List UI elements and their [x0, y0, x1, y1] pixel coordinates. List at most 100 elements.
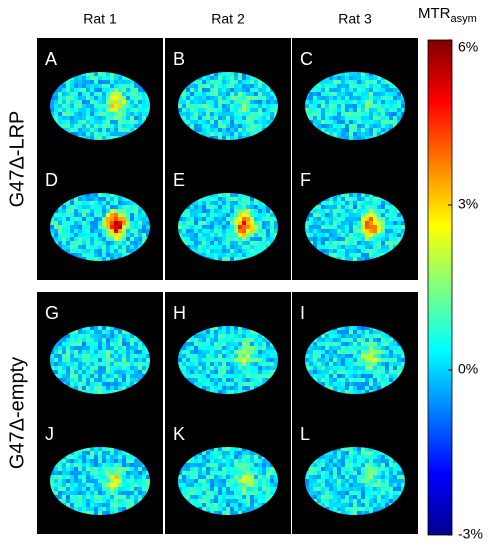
pixel — [58, 84, 62, 88]
pixel — [353, 358, 357, 362]
pixel — [58, 487, 62, 491]
pixel — [349, 463, 353, 467]
pixel — [369, 245, 373, 249]
pixel — [178, 104, 182, 108]
pixel — [333, 366, 337, 370]
pixel — [74, 330, 78, 334]
pixel — [110, 370, 114, 374]
pixel — [58, 213, 62, 217]
pixel — [242, 205, 246, 209]
pixel — [118, 104, 122, 108]
pixel — [70, 197, 74, 201]
pixel — [134, 467, 138, 471]
pixel — [106, 209, 110, 213]
pixel — [214, 455, 218, 459]
pixel — [94, 386, 98, 390]
pixel — [365, 229, 369, 233]
pixel — [238, 205, 242, 209]
pixel — [54, 96, 58, 100]
pixel — [214, 479, 218, 483]
pixel — [94, 467, 98, 471]
pixel — [90, 378, 94, 382]
pixel — [50, 225, 54, 229]
pixel — [114, 326, 118, 330]
pixel — [393, 459, 397, 463]
pixel — [377, 241, 381, 245]
pixel — [214, 237, 218, 241]
pixel — [357, 366, 361, 370]
pixel — [202, 100, 206, 104]
pixel — [114, 334, 118, 338]
pixel — [58, 241, 62, 245]
pixel — [397, 213, 401, 217]
pixel — [341, 136, 345, 140]
pixel — [329, 245, 333, 249]
pixel — [178, 479, 182, 483]
pixel — [50, 96, 54, 100]
pixel — [337, 100, 341, 104]
pixel — [337, 197, 341, 201]
pixel — [110, 249, 114, 253]
pixel — [214, 229, 218, 233]
pixel — [118, 338, 122, 342]
pixel — [190, 366, 194, 370]
pixel — [377, 112, 381, 116]
pixel — [190, 217, 194, 221]
pixel — [74, 455, 78, 459]
pixel — [110, 346, 114, 350]
pixel — [138, 499, 142, 503]
pixel — [74, 124, 78, 128]
pixel — [242, 503, 246, 507]
pixel — [230, 120, 234, 124]
pixel — [246, 499, 250, 503]
pixel — [337, 330, 341, 334]
pixel — [365, 96, 369, 100]
pixel — [266, 237, 270, 241]
pixel — [74, 467, 78, 471]
pixel — [369, 136, 373, 140]
pixel — [54, 467, 58, 471]
pixel — [254, 334, 258, 338]
pixel — [266, 209, 270, 213]
pixel — [250, 499, 254, 503]
pixel — [206, 342, 210, 346]
pixel — [126, 475, 130, 479]
pixel — [106, 467, 110, 471]
pixel — [246, 503, 250, 507]
pixel — [218, 503, 222, 507]
pixel — [389, 350, 393, 354]
pixel — [214, 72, 218, 76]
pixel — [266, 459, 270, 463]
pixel — [222, 499, 226, 503]
pixel — [102, 225, 106, 229]
pixel — [114, 459, 118, 463]
pixel — [381, 132, 385, 136]
pixel — [54, 100, 58, 104]
pixel — [186, 366, 190, 370]
pixel — [377, 330, 381, 334]
pixel — [361, 366, 365, 370]
pixel — [365, 80, 369, 84]
pixel — [317, 378, 321, 382]
pixel — [78, 495, 82, 499]
pixel — [254, 342, 258, 346]
pixel — [369, 72, 373, 76]
pixel — [266, 221, 270, 225]
pixel — [190, 354, 194, 358]
pixel — [357, 455, 361, 459]
pixel — [250, 382, 254, 386]
pixel — [349, 467, 353, 471]
pixel — [337, 221, 341, 225]
pixel — [337, 354, 341, 358]
pixel — [210, 354, 214, 358]
pixel — [234, 241, 238, 245]
pixel — [98, 209, 102, 213]
pixel — [54, 487, 58, 491]
pixel — [222, 221, 226, 225]
pixel — [365, 479, 369, 483]
pixel — [325, 451, 329, 455]
pixel — [198, 366, 202, 370]
pixel — [94, 350, 98, 354]
pixel — [102, 370, 106, 374]
pixel — [258, 463, 262, 467]
